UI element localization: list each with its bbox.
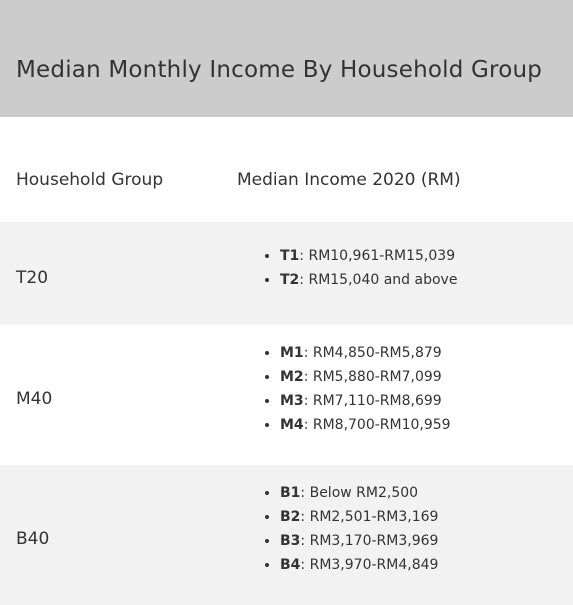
- item-range: : RM3,970-RM4,849: [300, 557, 439, 573]
- income-cell: M1: RM4,850-RM5,879M2: RM5,880-RM7,099M3…: [237, 325, 573, 465]
- income-item: B3: RM3,170-RM3,969: [280, 529, 573, 553]
- item-range: : RM7,110-RM8,699: [303, 393, 442, 409]
- group-cell: B40: [16, 529, 50, 549]
- income-item: T1: RM10,961-RM15,039: [280, 244, 573, 268]
- item-code: T2: [280, 271, 300, 288]
- income-list: M1: RM4,850-RM5,879M2: RM5,880-RM7,099M3…: [237, 325, 573, 465]
- title: Median Monthly Income By Household Group: [16, 56, 543, 83]
- item-code: M3: [280, 393, 304, 409]
- item-range: : RM5,880-RM7,099: [303, 369, 442, 385]
- item-range: : RM4,850-RM5,879: [303, 345, 442, 361]
- item-range: : RM10,961-RM15,039: [299, 247, 456, 264]
- income-cell: B1: Below RM2,500B2: RM2,501-RM3,169B3: …: [237, 465, 573, 605]
- group-cell: T20: [16, 267, 49, 288]
- income-item: T2: RM15,040 and above: [280, 268, 573, 292]
- income-list: T1: RM10,961-RM15,039T2: RM15,040 and ab…: [237, 228, 573, 320]
- item-range: : RM15,040 and above: [299, 271, 458, 288]
- item-code: B2: [280, 509, 301, 525]
- income-item: M2: RM5,880-RM7,099: [280, 365, 573, 389]
- item-code: M4: [280, 417, 304, 433]
- table-row: T20T1: RM10,961-RM15,039T2: RM15,040 and…: [0, 222, 573, 325]
- table-body: T20T1: RM10,961-RM15,039T2: RM15,040 and…: [0, 222, 573, 605]
- item-range: : RM8,700-RM10,959: [303, 417, 451, 433]
- table-row: M40M1: RM4,850-RM5,879M2: RM5,880-RM7,09…: [0, 325, 573, 465]
- income-item: M4: RM8,700-RM10,959: [280, 413, 573, 437]
- item-code: T1: [280, 247, 300, 264]
- income-item: B4: RM3,970-RM4,849: [280, 553, 573, 577]
- item-code: B4: [280, 557, 301, 573]
- income-item: B2: RM2,501-RM3,169: [280, 505, 573, 529]
- column-header: Median Income 2020 (RM): [237, 169, 461, 190]
- item-range: : RM3,170-RM3,969: [300, 533, 439, 549]
- item-range: : RM2,501-RM3,169: [300, 509, 439, 525]
- table-header: Household Group Median Income 2020 (RM): [0, 117, 573, 222]
- item-range: : Below RM2,500: [300, 485, 419, 501]
- title-bar: Median Monthly Income By Household Group: [0, 0, 573, 117]
- item-code: M1: [280, 345, 304, 361]
- item-code: B3: [280, 533, 301, 549]
- income-item: M1: RM4,850-RM5,879: [280, 341, 573, 365]
- item-code: B1: [280, 485, 301, 501]
- income-item: B1: Below RM2,500: [280, 481, 573, 505]
- income-list: B1: Below RM2,500B2: RM2,501-RM3,169B3: …: [237, 465, 573, 605]
- table-row: B40B1: Below RM2,500B2: RM2,501-RM3,169B…: [0, 465, 573, 605]
- income-cell: T1: RM10,961-RM15,039T2: RM15,040 and ab…: [237, 228, 573, 320]
- item-code: M2: [280, 369, 304, 385]
- group-cell: M40: [16, 389, 53, 409]
- column-header: Household Group: [16, 169, 164, 190]
- income-item: M3: RM7,110-RM8,699: [280, 389, 573, 413]
